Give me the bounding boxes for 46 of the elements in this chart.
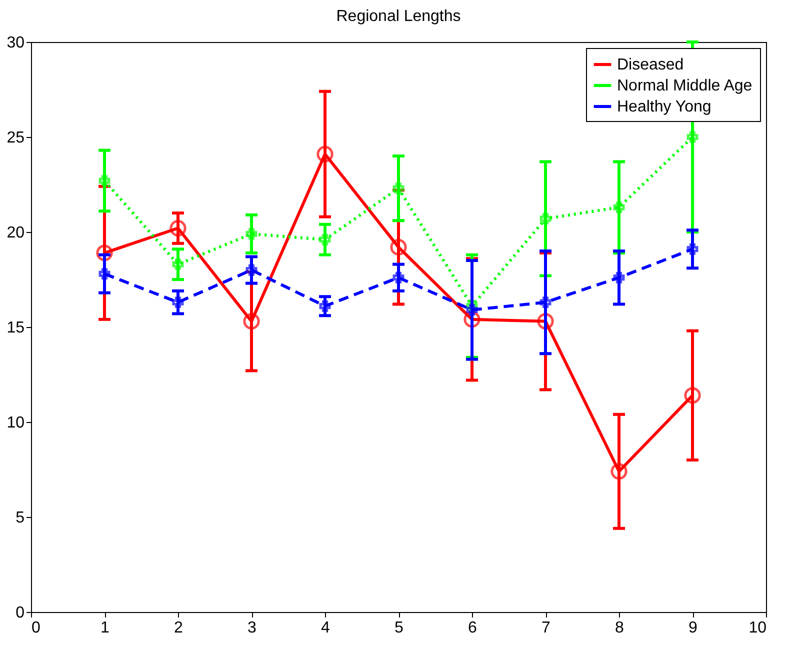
y-tick-label: 20: [6, 224, 25, 242]
point: [686, 243, 698, 255]
point: [246, 228, 258, 240]
point: [392, 182, 404, 194]
x-tick-label: 9: [688, 620, 698, 636]
point: [170, 220, 186, 237]
point: [319, 300, 331, 312]
legend-label: Healthy Yong: [617, 98, 712, 116]
legend-label: Normal Middle Age: [617, 78, 752, 94]
x-tick-label: 0: [32, 620, 40, 636]
y-tick-label: 15: [6, 320, 25, 336]
point: [684, 387, 701, 404]
point: [172, 258, 184, 270]
y-tick-label: 10: [6, 414, 25, 432]
x-tick-label: 3: [248, 620, 257, 636]
y-tick-label: 25: [6, 130, 25, 146]
point: [540, 212, 552, 224]
point: [243, 312, 260, 330]
x-tick-label: 8: [615, 620, 624, 636]
point: [392, 272, 404, 284]
legend-label: Diseased: [617, 56, 684, 74]
point: [172, 296, 184, 308]
y-tick-label: 0: [16, 604, 25, 622]
point: [610, 463, 628, 480]
x-tick-label: 10: [748, 620, 767, 636]
x-tick-label: 6: [468, 620, 478, 636]
y-tick-label: 30: [6, 34, 25, 52]
point: [319, 234, 331, 246]
x-tick-label: 7: [542, 620, 551, 636]
point: [98, 174, 110, 186]
point: [316, 146, 334, 162]
x-tick-label: 5: [394, 620, 404, 636]
x-tick-label: 2: [174, 620, 184, 636]
x-tick-label: 4: [321, 620, 330, 636]
y-tick-label: 5: [16, 510, 25, 526]
point: [613, 272, 625, 284]
point: [390, 238, 407, 256]
point: [98, 268, 110, 280]
chart-title: Regional Lengths: [336, 8, 461, 25]
point: [96, 244, 113, 262]
point: [540, 296, 552, 308]
x-tick-label: 1: [100, 620, 110, 636]
point: [686, 131, 698, 143]
point: [466, 304, 478, 316]
point: [613, 202, 625, 214]
point: [246, 264, 258, 276]
